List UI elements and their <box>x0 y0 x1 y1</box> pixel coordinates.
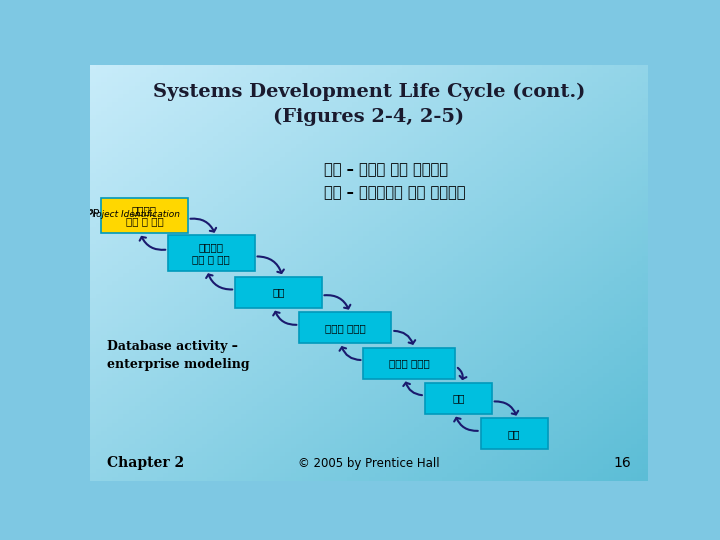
FancyBboxPatch shape <box>300 312 392 343</box>
FancyBboxPatch shape <box>425 383 492 414</box>
Text: Chapter 2: Chapter 2 <box>107 456 184 470</box>
Text: 분석: 분석 <box>272 287 284 298</box>
Text: © 2005 by Prentice Hall: © 2005 by Prentice Hall <box>298 457 440 470</box>
FancyBboxPatch shape <box>364 348 456 379</box>
Text: 프로젝트
확인 및 선택: 프로젝트 확인 및 선택 <box>125 205 163 226</box>
Text: 논리적 디자인: 논리적 디자인 <box>325 323 366 333</box>
Text: 16: 16 <box>613 456 631 470</box>
Text: 프로젝트
착수 및 계획: 프로젝트 착수 및 계획 <box>192 242 230 264</box>
Text: Database activity –
enterprise modeling: Database activity – enterprise modeling <box>107 340 249 372</box>
Text: 개발: 개발 <box>452 394 464 403</box>
Text: 물리적 디자인: 물리적 디자인 <box>389 358 430 368</box>
FancyBboxPatch shape <box>235 277 322 308</box>
Text: PP: PP <box>87 210 101 219</box>
Text: Project Identification: Project Identification <box>87 210 180 219</box>
FancyBboxPatch shape <box>168 235 255 271</box>
FancyBboxPatch shape <box>101 198 188 233</box>
Text: 보수: 보수 <box>508 429 521 439</box>
FancyBboxPatch shape <box>481 418 547 449</box>
Text: Systems Development Life Cycle (cont.): Systems Development Life Cycle (cont.) <box>153 83 585 101</box>
Text: 목적 – 이해를 위한 사전준비
실행 – 프로젝트를 위한 요구사항: 목적 – 이해를 위한 사전준비 실행 – 프로젝트를 위한 요구사항 <box>324 163 466 200</box>
Text: (Figures 2-4, 2-5): (Figures 2-4, 2-5) <box>274 107 464 126</box>
